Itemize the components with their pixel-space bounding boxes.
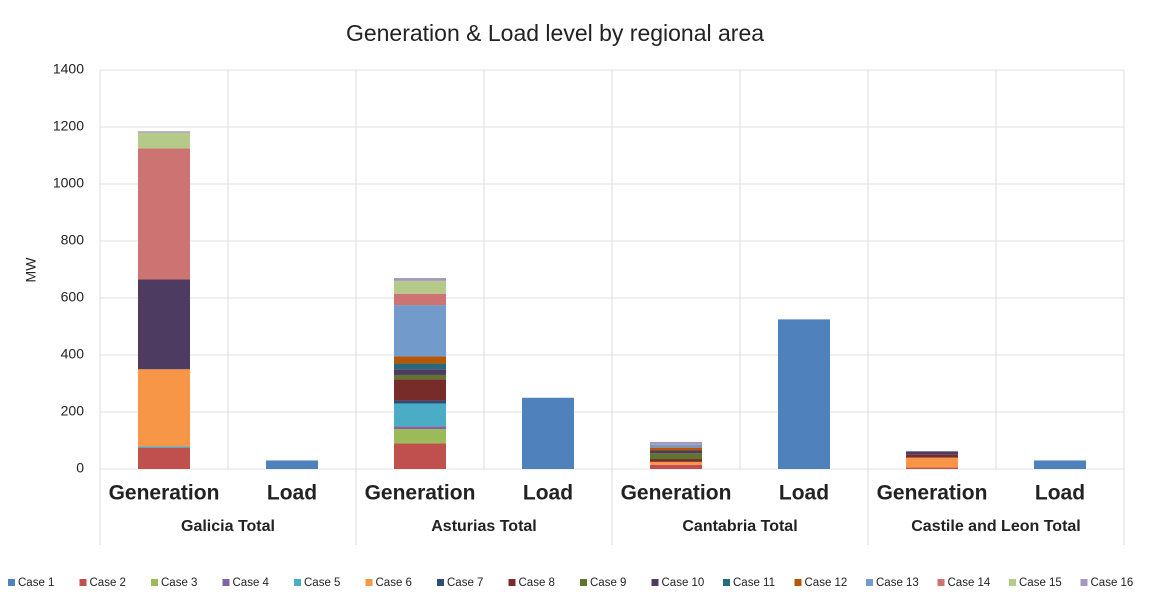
- bar-segment: [650, 464, 702, 469]
- x-tick-label: Generation: [621, 482, 732, 505]
- y-tick-label: 200: [61, 403, 85, 419]
- bar-segment: [138, 447, 190, 469]
- legend-label: Case 13: [876, 577, 919, 589]
- bar-segment: [650, 444, 702, 448]
- x-tick-label: Generation: [109, 482, 220, 505]
- legend-swatch: [151, 579, 158, 586]
- legend-label: Case 8: [519, 577, 555, 589]
- legend-swatch: [1009, 579, 1016, 586]
- bar-segment: [522, 397, 574, 469]
- bar-segment: [138, 131, 190, 133]
- group-label: Cantabria Total: [682, 518, 797, 535]
- legend-label: Case 6: [376, 577, 412, 589]
- bar-segment: [138, 369, 190, 447]
- legend-swatch: [79, 579, 87, 586]
- bar-segment: [778, 319, 830, 469]
- bar-segment: [138, 279, 190, 370]
- legend-swatch: [222, 579, 230, 586]
- legend-label: Case 2: [90, 577, 126, 589]
- legend-swatch: [365, 579, 373, 586]
- bar-segment: [906, 451, 958, 455]
- bar-segment: [650, 450, 702, 454]
- bar-segment: [650, 459, 702, 462]
- bar-segment: [394, 403, 446, 427]
- legend-swatch: [437, 579, 444, 586]
- y-tick-label: 1400: [53, 61, 84, 77]
- legend-swatch: [651, 579, 659, 586]
- legend-label: Case 15: [1019, 577, 1062, 589]
- group-label: Asturias Total: [431, 518, 537, 535]
- bar-segment: [394, 305, 446, 357]
- bar-segment: [394, 443, 446, 469]
- legend-label: Case 11: [733, 577, 775, 589]
- legend-label: Case 14: [948, 577, 991, 589]
- x-tick-label: Load: [1035, 482, 1085, 505]
- y-tick-label: 1200: [53, 118, 84, 134]
- y-axis-label: MW: [23, 257, 39, 283]
- y-tick-label: 600: [61, 289, 85, 305]
- bar-segment: [394, 379, 446, 401]
- bar-segment: [394, 374, 446, 380]
- bar-segment: [394, 280, 446, 294]
- bar-segment: [650, 441, 702, 445]
- legend-label: Case 9: [590, 577, 626, 589]
- bar-segment: [394, 429, 446, 444]
- bar-segment: [394, 363, 446, 370]
- y-tick-label: 800: [61, 232, 85, 248]
- y-tick-label: 1000: [53, 175, 84, 191]
- legend-swatch: [8, 579, 15, 586]
- bar-segment: [138, 132, 190, 149]
- legend-swatch: [580, 579, 587, 586]
- bar-segment: [906, 457, 958, 468]
- group-label: Castile and Leon Total: [911, 518, 1081, 535]
- legend-swatch: [508, 579, 516, 586]
- x-tick-label: Load: [779, 482, 829, 505]
- bar-segment: [650, 461, 702, 465]
- bar-segment: [650, 447, 702, 451]
- legend-swatch: [937, 579, 945, 586]
- legend-label: Case 16: [1091, 577, 1134, 589]
- legend-label: Case 1: [18, 577, 54, 589]
- bar-segment: [394, 293, 446, 306]
- chart-title: Generation & Load level by regional area: [346, 20, 764, 46]
- y-tick-label: 400: [61, 346, 85, 362]
- x-tick-label: Generation: [877, 482, 988, 505]
- legend-label: Case 7: [447, 577, 483, 589]
- x-tick-label: Generation: [365, 482, 476, 505]
- legend-swatch: [294, 579, 301, 586]
- y-tick-label: 0: [76, 460, 84, 476]
- bar-segment: [394, 400, 446, 404]
- legend-label: Case 5: [304, 577, 340, 589]
- legend-label: Case 10: [662, 577, 705, 589]
- bar-segment: [394, 369, 446, 375]
- x-tick-label: Load: [267, 482, 317, 505]
- x-tick-label: Load: [523, 482, 573, 505]
- bar-segment: [650, 453, 702, 460]
- group-label: Galicia Total: [181, 518, 275, 535]
- bar-segment: [394, 278, 446, 281]
- bar-segment: [138, 148, 190, 280]
- bar-segment: [394, 356, 446, 364]
- legend-swatch: [794, 579, 802, 586]
- legend-label: Case 4: [233, 577, 270, 589]
- bar-segment: [266, 460, 318, 469]
- legend-label: Case 12: [805, 577, 848, 589]
- legend-swatch: [723, 579, 730, 586]
- bar-segment: [906, 454, 958, 458]
- bar-segment: [1034, 460, 1086, 469]
- legend-swatch: [1080, 579, 1088, 586]
- bar-segment: [138, 446, 190, 448]
- bar-segment: [394, 426, 446, 430]
- bar-segment: [906, 467, 958, 469]
- legend-label: Case 3: [161, 577, 197, 589]
- legend-swatch: [866, 579, 873, 586]
